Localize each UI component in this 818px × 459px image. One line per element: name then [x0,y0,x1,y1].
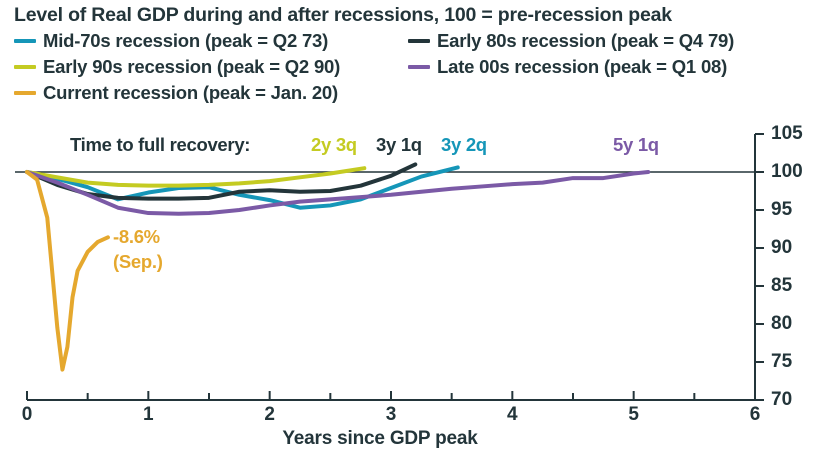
current-trough-annotation: -8.6% (Sep.) [113,225,163,275]
legend-swatch-late00s [408,64,430,70]
legend-item-early90s[interactable]: Early 90s recession (peak = Q2 90) [14,56,408,78]
y-tick-label: 105 [771,123,803,144]
y-tick-label: 70 [771,389,793,410]
legend-item-late00s[interactable]: Late 00s recession (peak = Q1 08) [408,56,727,78]
current-trough-month: (Sep.) [113,250,163,272]
y-tick-label: 90 [771,237,793,258]
legend-label-early90s: Early 90s recession (peak = Q2 90) [43,56,341,77]
recovery-title-label: Time to full recovery: [70,134,251,155]
x-axis-title: Years since GDP peak [282,428,478,449]
recovery-value-mid70s: 3y 2q [441,134,487,155]
legend-label-early80s: Early 80s recession (peak = Q4 79) [437,30,735,51]
legend-swatch-early80s [408,38,430,44]
legend-swatch-early90s [14,64,36,70]
x-tick-label: 2 [264,404,275,425]
legend-item-current[interactable]: Current recession (peak = Jan. 20) [14,82,408,104]
series-line-late00s[interactable] [25,170,651,216]
series-line-early80s[interactable] [25,162,418,201]
series-line-early90s[interactable] [25,166,367,188]
x-tick-label: 5 [628,404,639,425]
recovery-value-early80s: 3y 1q [376,134,422,155]
legend-label-mid70s: Mid-70s recession (peak = Q2 73) [43,30,329,51]
y-tick-label: 95 [771,199,793,220]
chart-title: Level of Real GDP during and after reces… [14,4,672,26]
legend-item-early80s[interactable]: Early 80s recession (peak = Q4 79) [408,30,734,52]
x-tick-label: 4 [507,404,518,425]
current-trough-value: -8.6% [113,226,160,247]
legend-row: Mid-70s recession (peak = Q2 73) Early 80… [14,30,804,56]
y-tick-label: 75 [771,351,793,372]
legend-label-late00s: Late 00s recession (peak = Q1 08) [437,56,728,77]
recovery-value-late00s: 5y 1q [613,134,659,155]
recovery-value-early90s: 2y 3q [311,134,357,155]
legend-label-current: Current recession (peak = Jan. 20) [43,82,338,103]
legend-item-mid70s[interactable]: Mid-70s recession (peak = Q2 73) [14,30,408,52]
legend-row: Current recession (peak = Jan. 20) [14,82,804,108]
legend-row: Early 90s recession (peak = Q2 90) Late 0… [14,56,804,82]
x-tick-label: 0 [21,404,33,425]
x-tick-label: 1 [143,404,154,425]
x-tick-label: 3 [385,404,397,425]
y-tick-label: 80 [771,313,793,334]
series-line-mid70s[interactable] [25,165,460,210]
legend-swatch-mid70s [14,38,36,44]
legend-swatch-current [14,90,36,96]
y-tick-label: 85 [771,275,793,296]
chart-legend: Mid-70s recession (peak = Q2 73) Early 80… [14,30,804,108]
x-tick-label: 6 [749,404,761,425]
y-tick-label: 100 [771,161,803,182]
series-line-current[interactable] [25,170,110,372]
